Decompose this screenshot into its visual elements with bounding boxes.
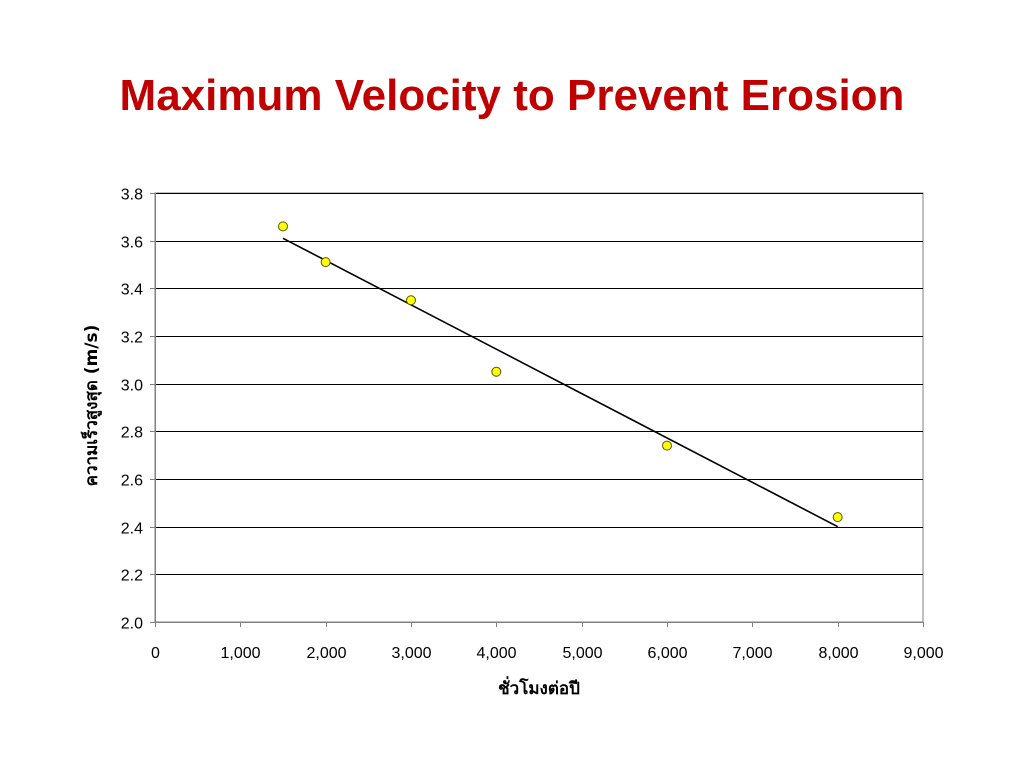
x-tick-label: 1,000 <box>220 645 260 662</box>
y-tick-label: 2.4 <box>121 521 143 538</box>
gridlines <box>155 193 923 575</box>
x-tick-label: 2,000 <box>306 645 346 662</box>
data-points <box>278 221 843 523</box>
y-tick-labels: 2.0 2.2 2.4 2.6 2.8 3.0 3.2 3.4 3.6 3.8 <box>121 187 143 633</box>
x-tick-labels: 0 1,000 2,000 3,000 4,000 5,000 6,000 7,000 8,00… <box>151 645 944 662</box>
x-tick-label: 8,000 <box>818 645 858 662</box>
y-tick-label: 3.6 <box>121 235 143 252</box>
y-tick-label: 3.8 <box>121 187 143 204</box>
x-tick-label: 7,000 <box>732 645 772 662</box>
data-point <box>832 512 843 523</box>
axes <box>150 193 924 627</box>
x-tick-label: 6,000 <box>647 645 687 662</box>
data-point <box>662 440 672 451</box>
trendline <box>282 237 839 528</box>
plot-area <box>154 192 924 623</box>
x-axis-title: ชั่วโมงต่อปี <box>498 676 580 699</box>
plot-border <box>154 192 924 623</box>
x-tick-label: 5,000 <box>562 645 602 662</box>
trendline-layer <box>282 237 839 528</box>
y-tick-label: 2.8 <box>121 425 143 442</box>
y-tick-label: 3.0 <box>121 378 143 395</box>
data-point <box>320 257 331 268</box>
y-tick-label: 2.0 <box>121 616 143 633</box>
data-point <box>278 221 288 232</box>
slide-title: Maximum Velocity to Prevent Erosion <box>119 71 905 120</box>
x-tick-label: 9,000 <box>903 645 943 662</box>
y-tick-label: 3.2 <box>121 330 143 347</box>
y-tick-label: 2.2 <box>121 568 143 585</box>
data-point <box>406 295 416 306</box>
x-tick-label: 4,000 <box>476 645 516 662</box>
data-point <box>491 366 502 377</box>
y-axis-title: ความเร็วสูงสุด (m/s) <box>79 325 103 487</box>
x-tick-label: 0 <box>151 645 160 662</box>
y-tick-label: 3.4 <box>121 282 143 299</box>
x-tick-label: 3,000 <box>391 645 431 662</box>
y-tick-label: 2.6 <box>121 473 143 490</box>
